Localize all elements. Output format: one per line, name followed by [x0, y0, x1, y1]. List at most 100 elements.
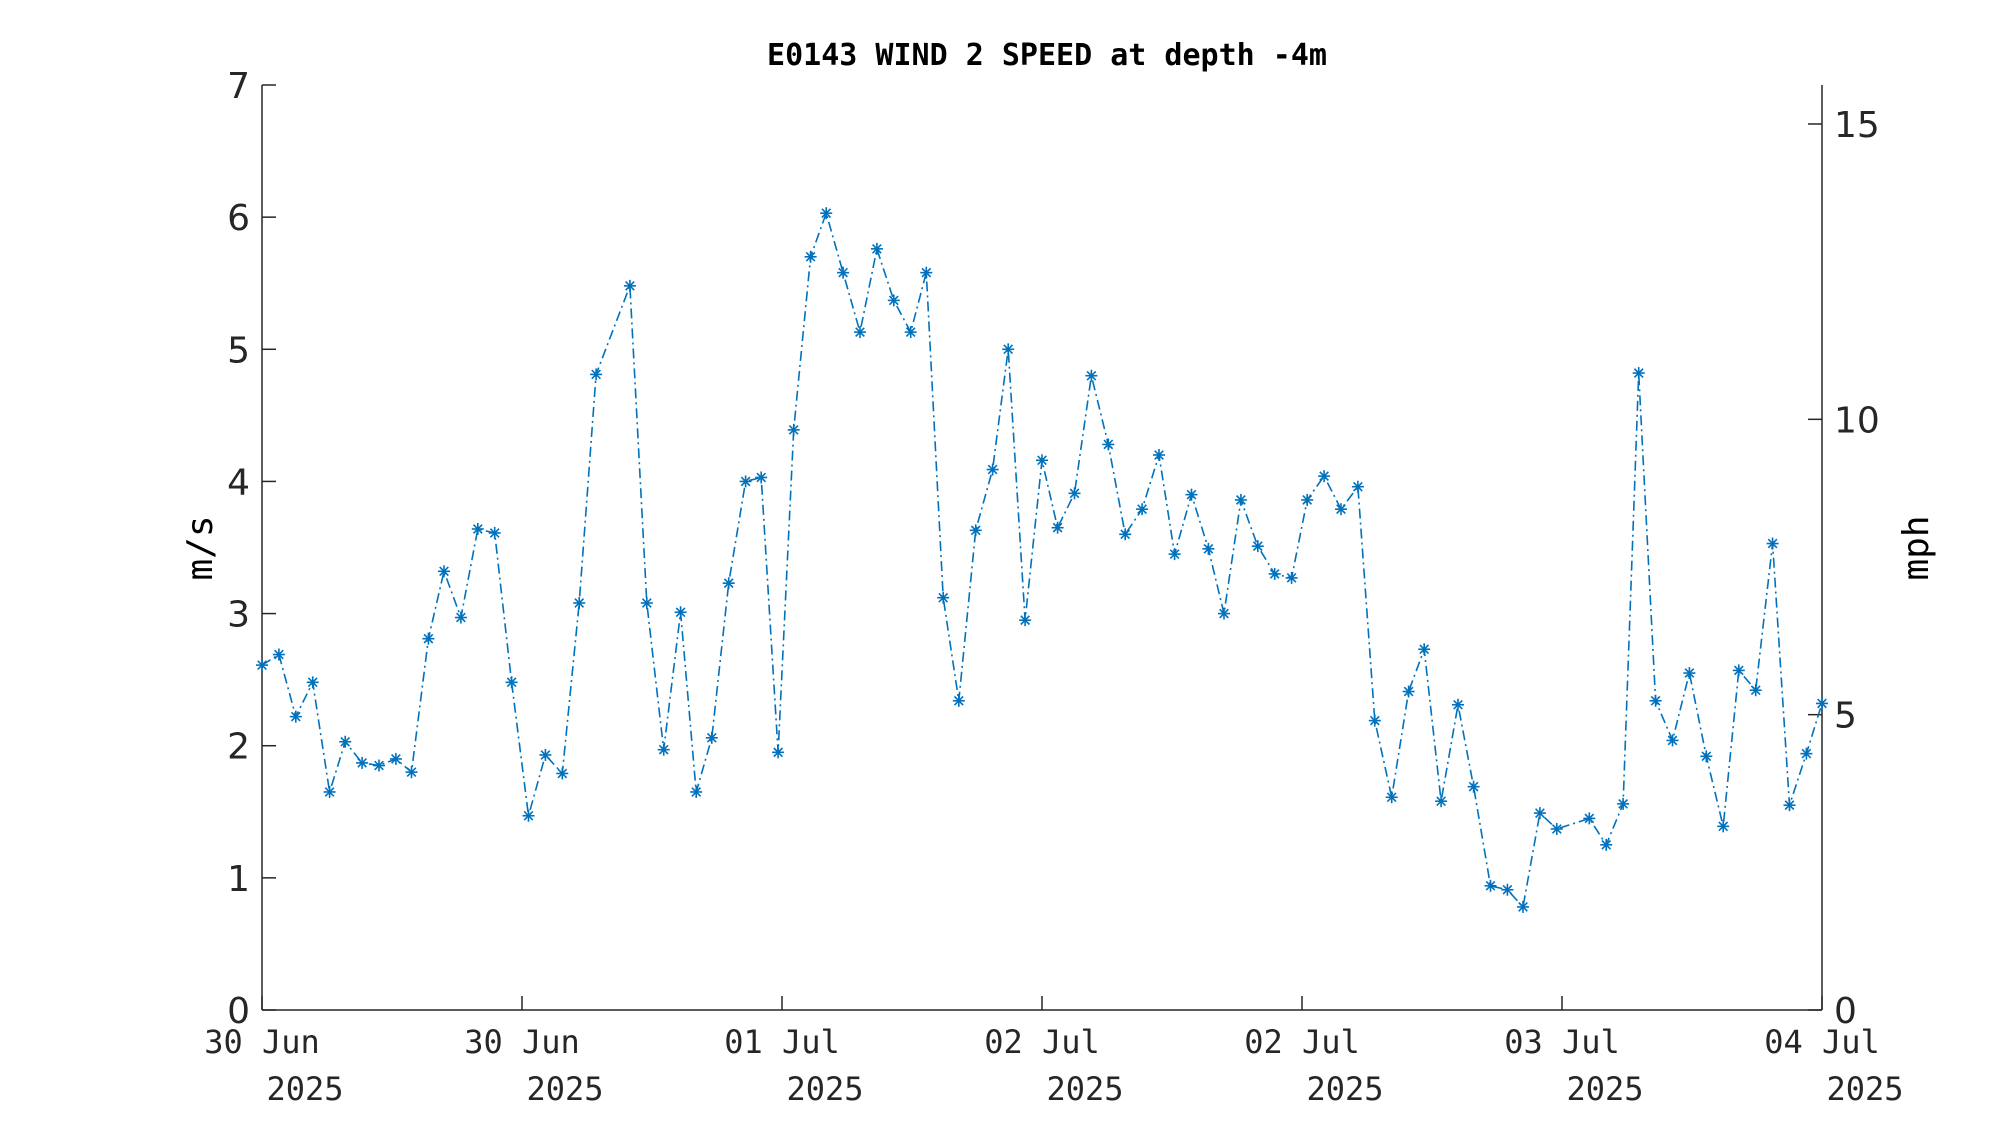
- data-point: [969, 524, 982, 537]
- x-tick-label-year: 2025: [1566, 1070, 1643, 1108]
- data-point: [1717, 820, 1730, 833]
- data-point: [937, 591, 950, 604]
- y-tick-label-right: 5: [1834, 696, 1857, 737]
- data-point: [1816, 697, 1828, 710]
- data-point: [952, 694, 965, 707]
- data-point: [1218, 607, 1230, 620]
- data-point: [920, 266, 933, 279]
- data-point: [1418, 643, 1431, 656]
- data-point: [1632, 367, 1645, 380]
- data-point: [904, 326, 917, 339]
- y-tick-label-left: 3: [227, 595, 250, 636]
- series-wind-speed: [256, 207, 1828, 913]
- data-point: [887, 294, 900, 307]
- data-point: [854, 326, 866, 339]
- data-point: [623, 279, 636, 292]
- data-point: [1666, 734, 1679, 747]
- data-point: [1467, 780, 1480, 793]
- data-point: [306, 676, 319, 689]
- x-tick-label-date: 04 Jul: [1764, 1023, 1880, 1061]
- data-point: [272, 648, 285, 661]
- data-point: [1019, 614, 1032, 627]
- data-point: [471, 523, 484, 535]
- data-point: [1202, 542, 1215, 555]
- data-point: [1185, 488, 1198, 501]
- data-point: [787, 423, 800, 436]
- data-point: [422, 632, 435, 645]
- chart-title: E0143 WIND 2 SPEED at depth -4m: [767, 38, 1327, 73]
- data-point: [1484, 879, 1497, 892]
- x-tick-label-year: 2025: [526, 1070, 603, 1108]
- data-point: [1251, 540, 1264, 553]
- data-point: [289, 710, 302, 723]
- y-tick-label-right: 10: [1834, 400, 1880, 441]
- y-tick-label-left: 0: [227, 991, 250, 1032]
- y-axis-label-right: mph: [1896, 515, 1937, 580]
- y-tick-label-left: 1: [227, 859, 250, 900]
- data-point: [1501, 883, 1514, 896]
- data-point: [1168, 548, 1181, 561]
- data-point: [1385, 791, 1398, 804]
- data-point: [1368, 714, 1381, 727]
- data-point: [1301, 493, 1314, 506]
- data-point: [722, 577, 735, 590]
- data-point: [820, 207, 833, 220]
- data-point: [1533, 807, 1546, 820]
- x-tick-label-year: 2025: [266, 1070, 343, 1108]
- x-tick-label-year: 2025: [1306, 1070, 1383, 1108]
- y-axis-label-left: m/s: [180, 515, 221, 580]
- data-point: [373, 759, 385, 772]
- data-point: [1700, 750, 1713, 763]
- y-tick-label-left: 2: [227, 727, 250, 768]
- data-point: [1102, 438, 1115, 451]
- data-point: [539, 748, 552, 761]
- data-point: [1800, 747, 1813, 760]
- y-tick-label-left: 7: [227, 66, 250, 107]
- data-point: [1136, 503, 1149, 516]
- data-point: [739, 475, 752, 488]
- data-point: [454, 611, 467, 624]
- data-point: [1318, 470, 1331, 483]
- data-point: [556, 767, 569, 780]
- data-point: [522, 809, 535, 822]
- series-line: [261, 210, 1823, 909]
- data-point: [1351, 480, 1364, 493]
- data-point: [640, 597, 653, 609]
- data-point: [674, 606, 687, 619]
- data-point: [1068, 487, 1081, 500]
- x-tick-label-date: 03 Jul: [1504, 1023, 1620, 1061]
- data-point: [1683, 667, 1696, 680]
- data-point: [657, 743, 670, 756]
- x-tick-label-date: 01 Jul: [724, 1023, 840, 1061]
- data-point: [870, 242, 883, 255]
- data-point: [705, 731, 718, 744]
- data-point: [488, 526, 501, 539]
- data-point: [1036, 454, 1048, 467]
- data-point: [837, 266, 850, 279]
- data-point: [1583, 812, 1596, 825]
- data-point: [1234, 493, 1247, 506]
- data-point: [1517, 900, 1529, 913]
- data-point: [389, 752, 402, 765]
- data-point: [1783, 799, 1796, 812]
- data-point: [1285, 571, 1298, 584]
- data-point: [323, 785, 336, 798]
- data-point: [405, 766, 418, 779]
- series-markers: [256, 207, 1828, 913]
- data-point: [590, 368, 603, 381]
- data-point: [1766, 537, 1779, 550]
- y-ticks-right: 0 5 10 15: [1808, 105, 1880, 1032]
- data-point: [573, 597, 586, 609]
- data-point: [1732, 664, 1745, 677]
- data-point: [1268, 567, 1281, 580]
- data-point: [1085, 369, 1098, 382]
- data-point: [1119, 528, 1132, 541]
- data-point: [1452, 698, 1464, 711]
- data-point: [339, 735, 352, 748]
- y-tick-label-left: 5: [227, 330, 250, 371]
- y-tick-label-right: 15: [1834, 105, 1880, 146]
- y-tick-label-right: 0: [1834, 991, 1857, 1032]
- y-tick-label-left: 4: [227, 462, 250, 503]
- x-tick-label-year: 2025: [786, 1070, 863, 1108]
